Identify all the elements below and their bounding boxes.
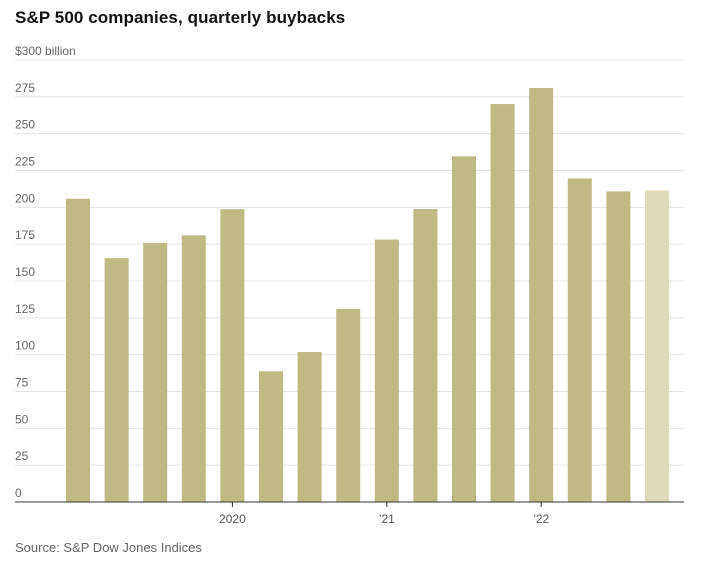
bar-q4-2019 <box>181 235 206 502</box>
bar-q1-2022 <box>529 87 554 503</box>
x-axis: 2020 ’21 ’22 <box>15 501 684 526</box>
bar-q2-2019 <box>104 258 129 502</box>
y-tick-label: 250 <box>15 118 35 132</box>
bar-q4-2020 <box>336 308 361 502</box>
x-tick-label: ’21 <box>379 512 395 526</box>
bar-q4-2021 <box>490 104 515 503</box>
y-tick-label: 275 <box>15 81 35 95</box>
x-tick-label: ’22 <box>533 512 549 526</box>
bar-q2-2022 <box>567 178 592 502</box>
y-tick-label: $300 billion <box>15 44 76 58</box>
bar-q1-2021 <box>374 239 399 502</box>
bar-q4-2022 <box>645 190 669 502</box>
y-tick-label: 75 <box>15 376 29 390</box>
y-tick-label: 0 <box>15 486 22 500</box>
y-tick-label: 150 <box>15 265 35 279</box>
y-tick-label: 25 <box>15 449 29 463</box>
x-tick-label: 2020 <box>219 512 246 526</box>
bars <box>66 87 669 503</box>
bar-q2-2020 <box>259 371 283 502</box>
y-tick-label: 50 <box>15 412 29 426</box>
bar-q3-2022 <box>606 191 631 503</box>
y-tick-label: 175 <box>15 228 35 242</box>
bar-q3-2020 <box>297 352 322 502</box>
bar-q1-2020 <box>220 209 245 502</box>
y-tick-label: 100 <box>15 339 35 353</box>
y-axis-ticks: 0 25 50 75 100 125 150 175 200 225 250 275 $300 bill… <box>15 44 76 500</box>
chart-title: S&P 500 companies, quarterly buybacks <box>15 8 346 27</box>
bar-q2-2021 <box>413 209 438 502</box>
bar-q3-2019 <box>143 242 168 502</box>
y-tick-label: 125 <box>15 302 35 316</box>
bar-q3-2021 <box>452 156 476 503</box>
y-tick-label: 200 <box>15 191 35 205</box>
y-tick-label: 225 <box>15 155 35 169</box>
chart-source: Source: S&P Dow Jones Indices <box>15 540 202 555</box>
bar-q1-2019 <box>66 198 90 503</box>
